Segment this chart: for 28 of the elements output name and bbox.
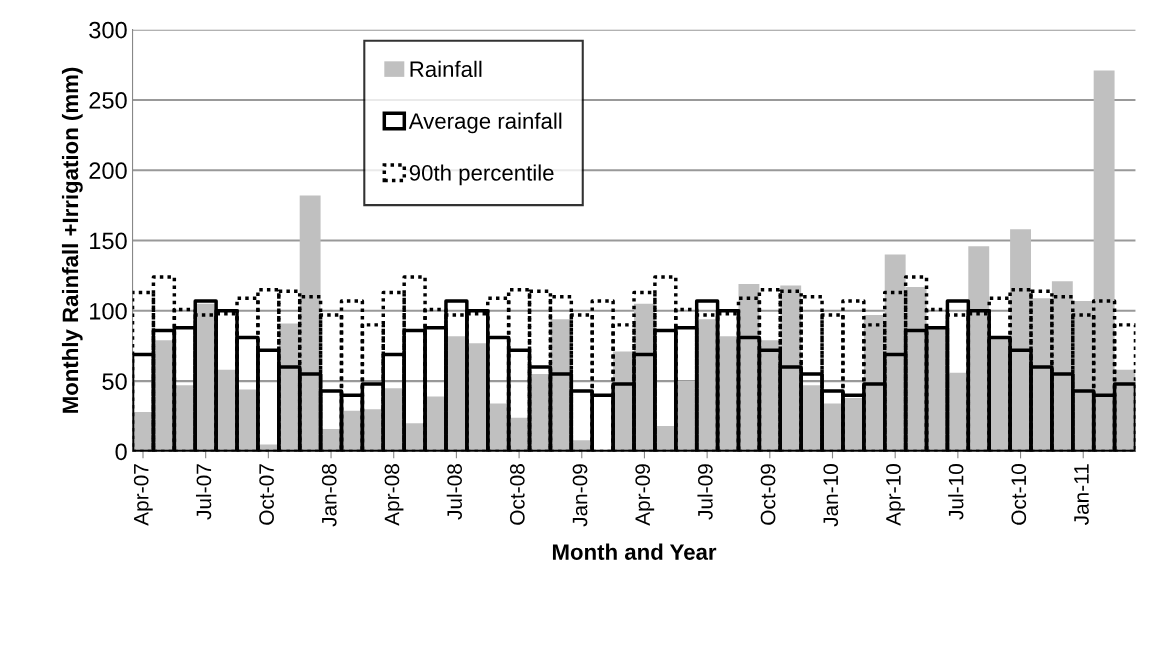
x-tick-label: Oct-10 xyxy=(1011,464,1027,525)
y-tick-label: 0 xyxy=(115,443,127,461)
x-tick-label: Oct-07 xyxy=(259,464,274,525)
x-tick-label: Jan-08 xyxy=(321,464,337,527)
x-tick-label: Jul-10 xyxy=(948,464,964,520)
x-tick-label: Jul-08 xyxy=(446,464,462,520)
x-tick-label: Oct-09 xyxy=(760,464,776,525)
y-tick-label: 50 xyxy=(102,373,127,390)
x-tick-label: Jan-10 xyxy=(823,464,839,527)
y-tick-label: 300 xyxy=(89,21,127,39)
x-axis-title: Month and Year xyxy=(552,543,717,560)
legend-label: Rainfall xyxy=(410,60,482,78)
legend-label: 90th percentile xyxy=(409,164,554,186)
y-tick-label: 200 xyxy=(89,162,127,180)
y-tick-label: 150 xyxy=(90,232,127,250)
x-tick-label: Apr-09 xyxy=(635,464,655,526)
x-tick-label: Apr-07 xyxy=(133,464,153,526)
x-tick-label: Oct-08 xyxy=(509,464,525,525)
y-tick-label: 100 xyxy=(90,302,127,320)
x-tick-label: Jan-11 xyxy=(1074,464,1089,526)
x-tick-label: Apr-10 xyxy=(886,464,905,526)
y-tick-label: 250 xyxy=(89,92,127,109)
x-tick-label: Jul-09 xyxy=(697,464,713,520)
legend-label: Average rainfall xyxy=(408,112,562,134)
x-tick-label: Apr-08 xyxy=(384,464,404,526)
y-axis-title: Monthly Rainfall +Irrigation (mm) xyxy=(61,67,83,413)
x-tick-label: Jul-07 xyxy=(195,464,212,520)
x-tick-label: Jan-09 xyxy=(572,464,588,527)
